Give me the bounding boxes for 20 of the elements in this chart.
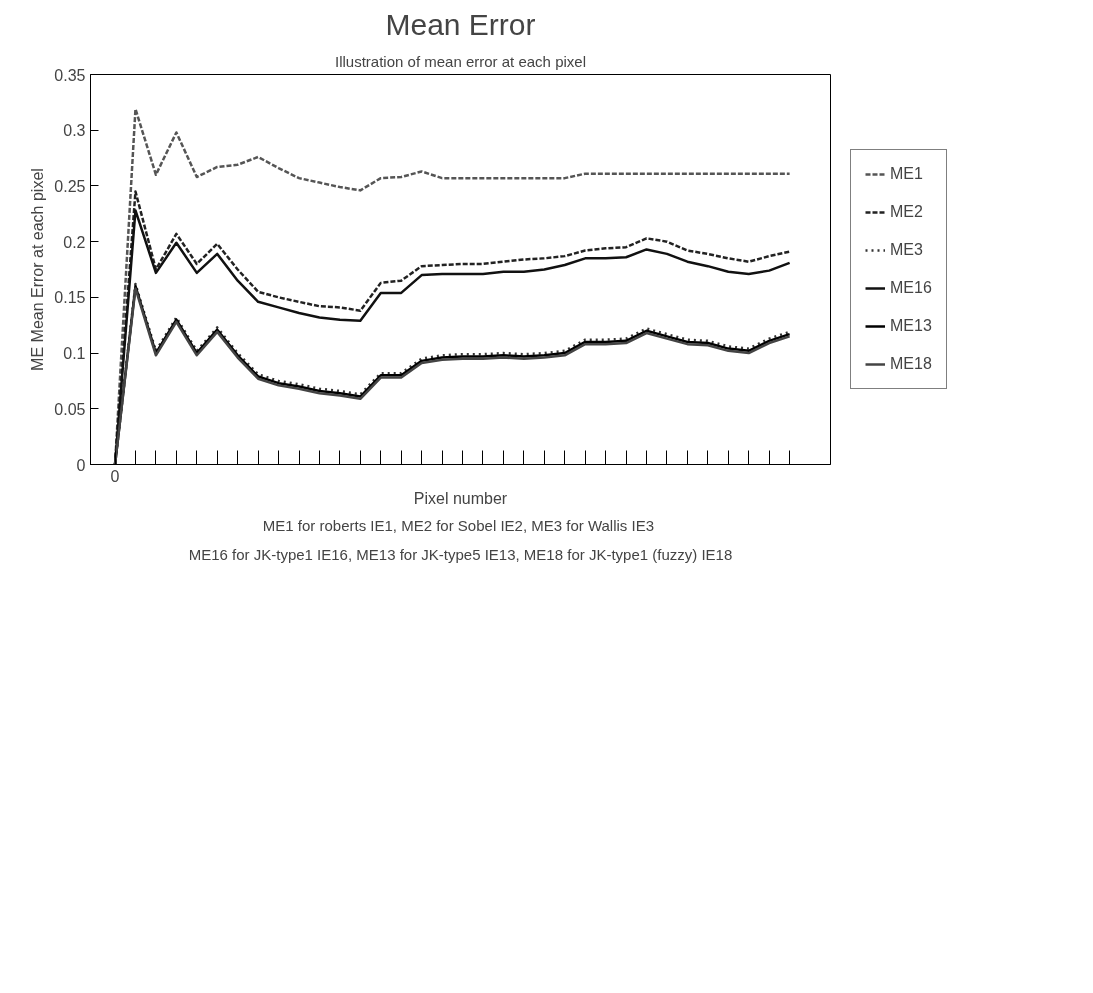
y-tick-label: 0.15 <box>54 289 86 307</box>
legend-label: ME2 <box>890 203 924 221</box>
legend-label: ME13 <box>890 317 932 335</box>
legend-label: ME18 <box>890 355 932 373</box>
chart-subtitle: Illustration of mean error at each pixel <box>335 52 586 70</box>
text: ME1 for roberts IE1, ME2 for Sobel IE2, ME3 for Wallis IE3 <box>262 516 655 534</box>
chart-title: Mean Error <box>385 7 536 41</box>
text: ME16 for JK-type1 IE16, ME13 for JK-type5 IE13, ME18 for JK-type1 (fuzzy) IE18 <box>188 545 733 563</box>
y-tick-label: 0.1 <box>63 345 86 363</box>
y-tick-label: 0.35 <box>54 66 86 84</box>
y-axis-title: ME Mean Error at each pixel <box>29 168 47 371</box>
y-tick-label: 0.3 <box>63 122 86 140</box>
y-tick-label: 0.2 <box>63 233 86 251</box>
y-tick-label: 0.05 <box>54 400 86 418</box>
legend-label: ME16 <box>890 279 932 297</box>
legend-label: ME3 <box>890 241 924 259</box>
legend-label: ME1 <box>890 165 924 183</box>
x-axis-title: Pixel number <box>413 489 508 507</box>
y-tick-label: 0.25 <box>54 177 86 195</box>
y-tick-label: 0 <box>76 456 86 474</box>
